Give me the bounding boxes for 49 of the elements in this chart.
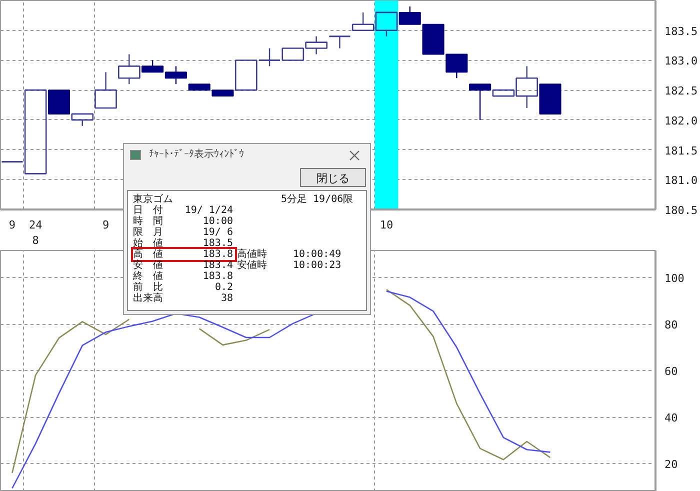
y-tick-label: 80	[664, 318, 678, 332]
text: 19/ 6	[202, 227, 233, 238]
annotation: 終 値	[133, 271, 164, 282]
annotation: ﾁｬｰﾄ･ﾃﾞｰﾀ表示ｳｨﾝﾄﾞｳ	[149, 148, 244, 162]
y-tick-label: 40	[664, 412, 678, 425]
text: 183.5	[202, 238, 233, 249]
annotation: 19/ 1/24	[184, 205, 233, 216]
annotation: 183.8	[202, 271, 233, 282]
annotation: 183.8	[202, 249, 233, 260]
annotation: 日 付	[133, 205, 164, 216]
annotation: 安値時	[236, 260, 268, 271]
annotation: 東京ゴム	[133, 194, 174, 205]
annotation: 出来高	[133, 293, 164, 304]
y-tick-label: 182.0	[664, 114, 698, 128]
annotation: 0.2	[214, 282, 233, 293]
text: 時 間	[133, 216, 163, 227]
x-tick-label: 9	[102, 218, 110, 232]
annotation: 高 値	[133, 249, 164, 260]
y-tick-label: 181.5	[664, 144, 698, 158]
y-tick-label: 100	[664, 272, 684, 285]
y-tick-label: 183.5	[664, 24, 698, 38]
y-tick-label: 180.5	[664, 204, 698, 217]
text: 始 値	[133, 238, 163, 249]
x-tick-label: 9	[8, 218, 16, 232]
candlestick	[48, 90, 70, 114]
candlestick	[94, 72, 117, 109]
annotation: 高値時	[236, 249, 268, 260]
annotation: 安 値	[133, 260, 164, 271]
y-tick-label: 181.0	[664, 174, 698, 188]
x-tick-label: 10	[380, 218, 394, 232]
annotation: 183.4	[202, 260, 233, 271]
candlestick	[328, 36, 351, 49]
annotation: 10:00:49	[293, 249, 342, 260]
y-tick-label: 60	[664, 365, 678, 378]
candlestick	[118, 54, 140, 85]
y-tick-label: 183.0	[664, 54, 698, 68]
annotation: 前 比	[133, 282, 164, 293]
annotation: 10:00:23	[293, 260, 342, 271]
text: 10:00	[202, 216, 233, 227]
candlestick	[469, 84, 492, 121]
text: 限 月	[133, 227, 163, 238]
y-tick-label: 20	[664, 458, 678, 472]
candlestick	[24, 89, 47, 174]
annotation: 閉じる	[300, 168, 366, 187]
annotation: 38	[220, 293, 233, 304]
annotation: 5分足 19/06限	[281, 194, 354, 205]
candlestick	[539, 84, 562, 114]
y-tick-label: 182.5	[664, 84, 698, 98]
x-tick-label: 24 8	[28, 218, 43, 248]
